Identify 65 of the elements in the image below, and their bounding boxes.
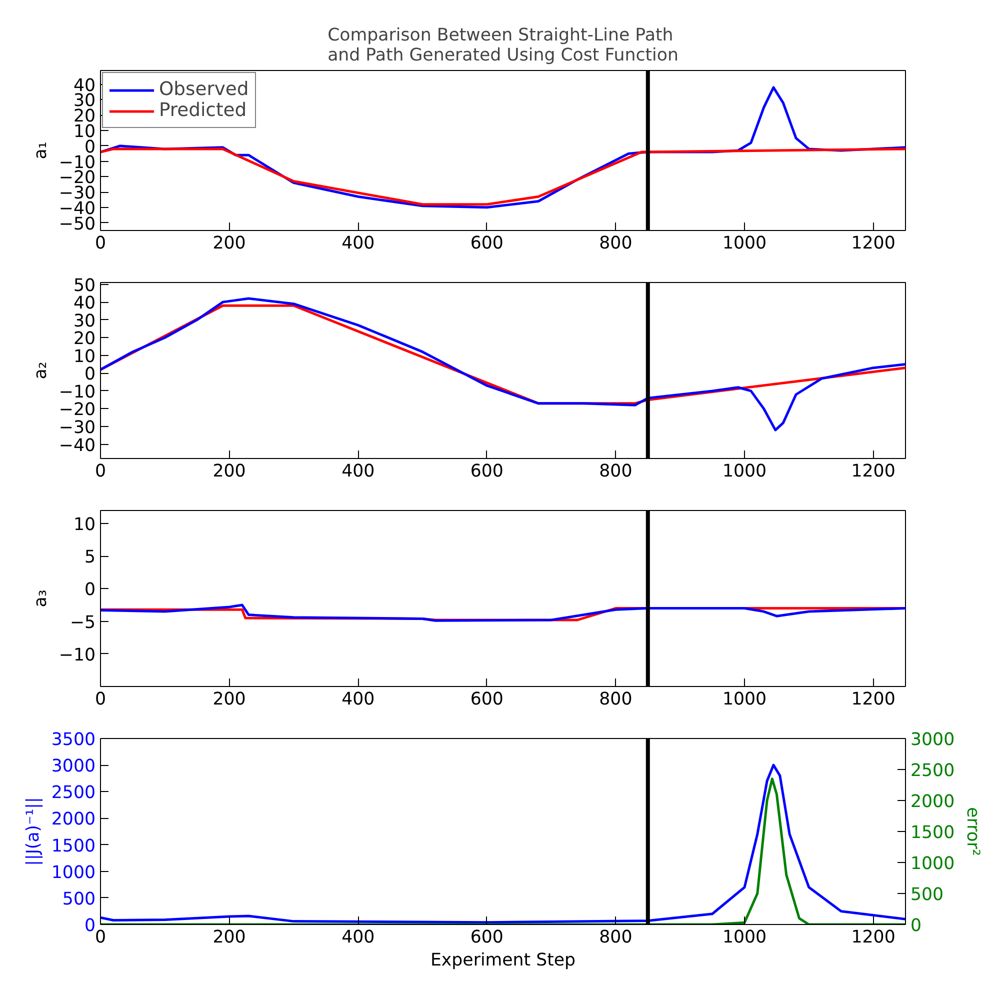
legend-label: Observed — [159, 79, 249, 100]
x-tick-label: 600 — [470, 462, 504, 482]
y-tick-label: 30 — [73, 311, 96, 332]
y2-tick-label: 3000 — [910, 730, 955, 750]
y-tick-label: 500 — [62, 889, 96, 910]
y-tick-label: 10 — [73, 346, 96, 367]
y-tick-label: 0 — [84, 580, 96, 600]
y-tick-label: −30 — [58, 418, 96, 438]
x-tick-label: 400 — [342, 234, 375, 254]
y-tick-label: −10 — [58, 382, 96, 402]
x-tick-label: 1000 — [722, 690, 767, 710]
x-tick-label: 200 — [212, 234, 246, 254]
y-tick-label: 50 — [73, 276, 96, 296]
x-tick-label: 200 — [212, 690, 246, 710]
y-tick-label: 2500 — [51, 783, 96, 804]
y-tick-label: 1000 — [51, 862, 96, 883]
y-tick-label: −50 — [58, 214, 96, 234]
y-tick-label: −10 — [58, 645, 96, 666]
y-tick-label: 5 — [84, 548, 96, 568]
y2-tick-label: 1500 — [910, 823, 955, 843]
line-series — [100, 297, 906, 432]
x-tick-label: 1200 — [851, 462, 896, 482]
y2-axis-title: error² — [962, 807, 983, 856]
x-tick-label: 800 — [599, 690, 632, 710]
y-tick-label: 1500 — [51, 836, 96, 856]
y-tick-label: 10 — [73, 515, 96, 536]
x-tick-label: 600 — [470, 234, 504, 254]
line-series — [100, 604, 906, 622]
line-series — [100, 148, 906, 206]
x-tick-label: 600 — [470, 928, 504, 948]
y-tick-label: −40 — [58, 436, 96, 456]
x-tick-label: 600 — [470, 690, 504, 710]
y-tick-label: −20 — [58, 400, 96, 420]
x-tick-label: 200 — [212, 928, 246, 948]
y-tick-label: 3000 — [51, 756, 96, 777]
y2-tick-label: 1000 — [910, 854, 955, 874]
y-tick-label: 2000 — [51, 810, 96, 830]
y-tick-label: 40 — [73, 294, 96, 314]
x-tick-label: 1000 — [722, 462, 767, 482]
y-tick-label: −5 — [70, 612, 96, 633]
x-tick-label: 800 — [599, 462, 632, 482]
x-tick-label: 1200 — [851, 690, 896, 710]
y2-tick-label: 2000 — [910, 792, 955, 812]
x-tick-label: 1000 — [722, 928, 767, 948]
legend-label: Predicted — [159, 100, 247, 121]
x-tick-label: 1200 — [851, 234, 896, 254]
y-tick-label: 20 — [73, 329, 96, 350]
x-tick-label: 1200 — [851, 928, 896, 948]
x-tick-label: 400 — [342, 462, 375, 482]
y2-tick-label: 500 — [910, 885, 944, 905]
y2-tick-label: 2500 — [910, 761, 955, 781]
y-tick-label: 3500 — [51, 730, 96, 750]
y-axis-title: a₂ — [30, 362, 51, 380]
x-tick-label: 200 — [212, 462, 246, 482]
y-tick-label: 0 — [84, 364, 96, 385]
x-tick-label: 1000 — [722, 234, 767, 254]
x-axis-title: Experiment Step — [430, 950, 576, 970]
x-tick-label: 800 — [599, 928, 632, 948]
y-axis-title: ||J(a)⁻¹|| — [23, 797, 44, 866]
x-tick-label: 800 — [599, 234, 632, 254]
y-axis-title: a₁ — [30, 142, 51, 160]
x-tick-label: 400 — [342, 928, 375, 948]
x-tick-label: 400 — [342, 690, 375, 710]
chart-title: Comparison Between Straight-Line Path and Path Generated Using Cost Function — [328, 26, 678, 66]
y-axis-title: a₃ — [30, 590, 51, 608]
